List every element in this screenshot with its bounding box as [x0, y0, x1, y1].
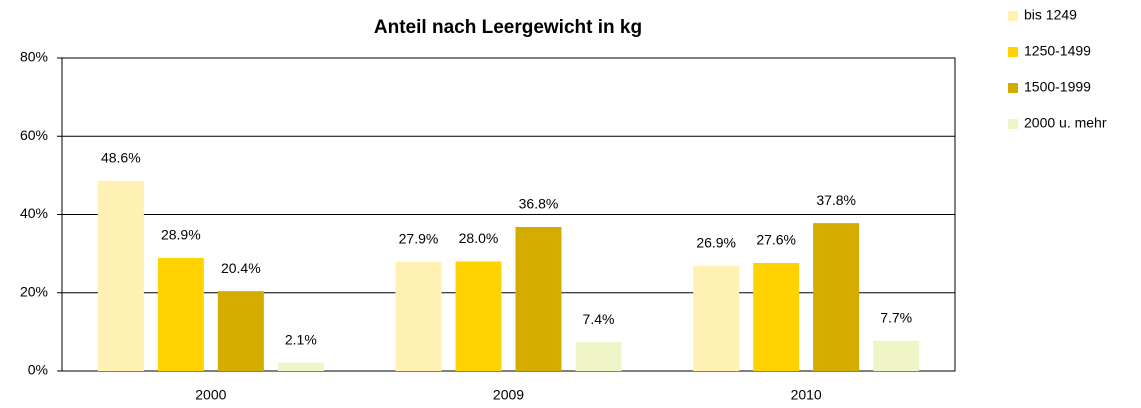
value-label: 20.4% — [221, 260, 261, 276]
y-tick-label: 80% — [20, 49, 48, 65]
legend-swatch — [1008, 47, 1018, 57]
bar — [395, 261, 442, 371]
value-label: 26.9% — [696, 234, 736, 250]
value-label: 27.6% — [756, 232, 796, 248]
legend-label: 1250-1499 — [1024, 43, 1091, 59]
chart-title: Anteil nach Leergewicht in kg — [374, 17, 642, 38]
value-label: 2.1% — [285, 331, 317, 347]
bar — [97, 180, 144, 371]
value-label: 7.4% — [583, 311, 615, 327]
value-label: 28.0% — [459, 230, 499, 246]
legend-swatch — [1008, 11, 1018, 21]
x-tick-label: 2010 — [791, 387, 822, 403]
value-label: 27.9% — [399, 231, 439, 247]
value-label: 37.8% — [816, 192, 856, 208]
y-tick-label: 0% — [28, 362, 48, 378]
value-label: 36.8% — [519, 196, 559, 212]
bar — [455, 261, 502, 371]
legend-label: 2000 u. mehr — [1024, 115, 1107, 131]
bar — [753, 263, 800, 371]
bar — [693, 265, 740, 371]
bar — [515, 227, 562, 371]
x-tick-label: 2009 — [493, 387, 524, 403]
bar — [277, 362, 324, 371]
legend-label: 1500-1999 — [1024, 79, 1091, 95]
value-label: 48.6% — [101, 150, 141, 166]
legend-label: bis 1249 — [1024, 7, 1077, 23]
bar — [157, 257, 204, 371]
y-tick-label: 20% — [20, 283, 48, 299]
y-tick-label: 60% — [20, 127, 48, 143]
bar — [873, 340, 920, 371]
value-label: 7.7% — [880, 310, 912, 326]
x-tick-label: 2000 — [195, 387, 226, 403]
bar — [217, 291, 264, 371]
y-tick-label: 40% — [20, 205, 48, 221]
legend-swatch — [1008, 119, 1018, 129]
bar — [813, 223, 860, 371]
bar — [575, 342, 622, 371]
legend-swatch — [1008, 83, 1018, 93]
plot-border — [61, 57, 956, 372]
value-label: 28.9% — [161, 227, 201, 243]
